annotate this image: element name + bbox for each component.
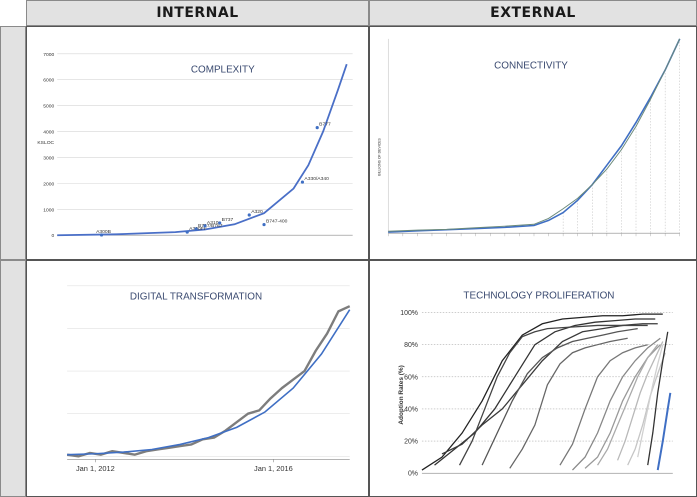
proliferation-ytick: 100% xyxy=(400,310,418,317)
header-external: EXTERNAL xyxy=(369,0,697,26)
complexity-point xyxy=(194,227,198,231)
digital-panel: DIGITAL TRANSFORMATION Jan 1, 2012 Jan 1,… xyxy=(26,260,369,497)
proliferation-series-line xyxy=(597,344,659,466)
header-external-label: EXTERNAL xyxy=(490,5,576,21)
proliferation-series-line xyxy=(616,341,664,461)
proliferation-series-line xyxy=(637,344,664,458)
proliferation-series-line xyxy=(509,337,628,469)
complexity-point-label: B737 xyxy=(222,217,234,223)
complexity-point xyxy=(218,221,222,225)
complexity-point-label: B747-400 xyxy=(266,219,288,225)
complexity-chart: COMPLEXITY 0 1000 2000 3000 4000 5000 6000 7000… xyxy=(37,52,353,239)
complexity-point xyxy=(315,126,319,130)
proliferation-ytick: 0% xyxy=(408,471,418,478)
complexity-point-label: A310 xyxy=(207,220,219,226)
proliferation-ytick: 80% xyxy=(404,342,418,349)
proliferation-panel: TECHNOLOGY PROLIFERATION Adoption Rates … xyxy=(369,260,697,497)
digital-xtick-label: Jan 1, 2012 xyxy=(76,464,115,473)
complexity-point-label: B777 xyxy=(319,122,331,128)
proliferation-series-line xyxy=(481,327,638,466)
complexity-ytick: 5000 xyxy=(43,104,54,110)
digital-title: DIGITAL TRANSFORMATION xyxy=(130,292,262,303)
proliferation-series-line xyxy=(559,344,648,466)
proliferation-ytick: 20% xyxy=(404,439,418,446)
proliferation-ytick: 40% xyxy=(404,406,418,413)
proliferation-series-line xyxy=(572,337,661,471)
complexity-point-label: A320 xyxy=(251,209,263,215)
complexity-point-label: B757/B767 xyxy=(198,223,223,229)
complexity-point xyxy=(99,233,104,237)
header-internal-label: INTERNAL xyxy=(156,5,239,21)
complexity-ytick: 1000 xyxy=(43,207,54,213)
header-internal: INTERNAL xyxy=(26,0,369,26)
connectivity-chart: CONNECTIVITY BILLIONS OF DEVICES xyxy=(377,38,681,237)
complexity-ylabel: KSLOC xyxy=(37,140,54,146)
proliferation-title: TECHNOLOGY PROLIFERATION xyxy=(463,291,614,302)
digital-series-actual xyxy=(66,305,351,458)
side-bar-bottom xyxy=(0,260,26,497)
digital-xtick-label: Jan 1, 2016 xyxy=(254,464,293,473)
proliferation-series-line xyxy=(627,352,666,466)
connectivity-series-line xyxy=(388,38,681,233)
complexity-point-label: A300FF xyxy=(189,226,207,232)
complexity-title: COMPLEXITY xyxy=(191,65,255,76)
complexity-point xyxy=(203,224,207,228)
digital-chart: DIGITAL TRANSFORMATION Jan 1, 2012 Jan 1,… xyxy=(66,285,351,473)
complexity-point xyxy=(185,230,189,234)
complexity-ytick: 6000 xyxy=(43,78,54,84)
complexity-point xyxy=(262,222,266,227)
proliferation-series-line xyxy=(421,313,663,471)
digital-series-trend xyxy=(67,309,351,456)
complexity-ytick: 3000 xyxy=(43,155,54,161)
proliferation-series-line xyxy=(656,392,672,471)
proliferation-ytick: 60% xyxy=(404,374,418,381)
proliferation-ylabel: Adoption Rates (%) xyxy=(398,365,405,424)
complexity-ytick: 4000 xyxy=(43,130,54,136)
proliferation-series-line xyxy=(458,324,648,466)
side-bar-top xyxy=(0,26,26,260)
complexity-point xyxy=(300,180,305,184)
proliferation-series-line xyxy=(647,331,669,466)
proliferation-series-line xyxy=(584,344,661,469)
connectivity-title: CONNECTIVITY xyxy=(494,61,568,72)
connectivity-panel: CONNECTIVITY BILLIONS OF DEVICES xyxy=(369,26,697,260)
proliferation-chart: TECHNOLOGY PROLIFERATION Adoption Rates … xyxy=(398,291,673,478)
complexity-trend-line xyxy=(57,63,348,237)
complexity-point-label: A300B xyxy=(96,229,112,235)
complexity-point xyxy=(247,213,251,217)
complexity-ytick: 0 xyxy=(51,233,54,239)
complexity-ytick: 7000 xyxy=(43,52,54,58)
connectivity-ylabel: BILLIONS OF DEVICES xyxy=(377,137,381,175)
complexity-panel: COMPLEXITY 0 1000 2000 3000 4000 5000 6000 7000… xyxy=(26,26,369,260)
complexity-point-label: A330/A340 xyxy=(304,176,329,182)
connectivity-series-line xyxy=(388,38,681,232)
complexity-ytick: 2000 xyxy=(43,181,54,187)
